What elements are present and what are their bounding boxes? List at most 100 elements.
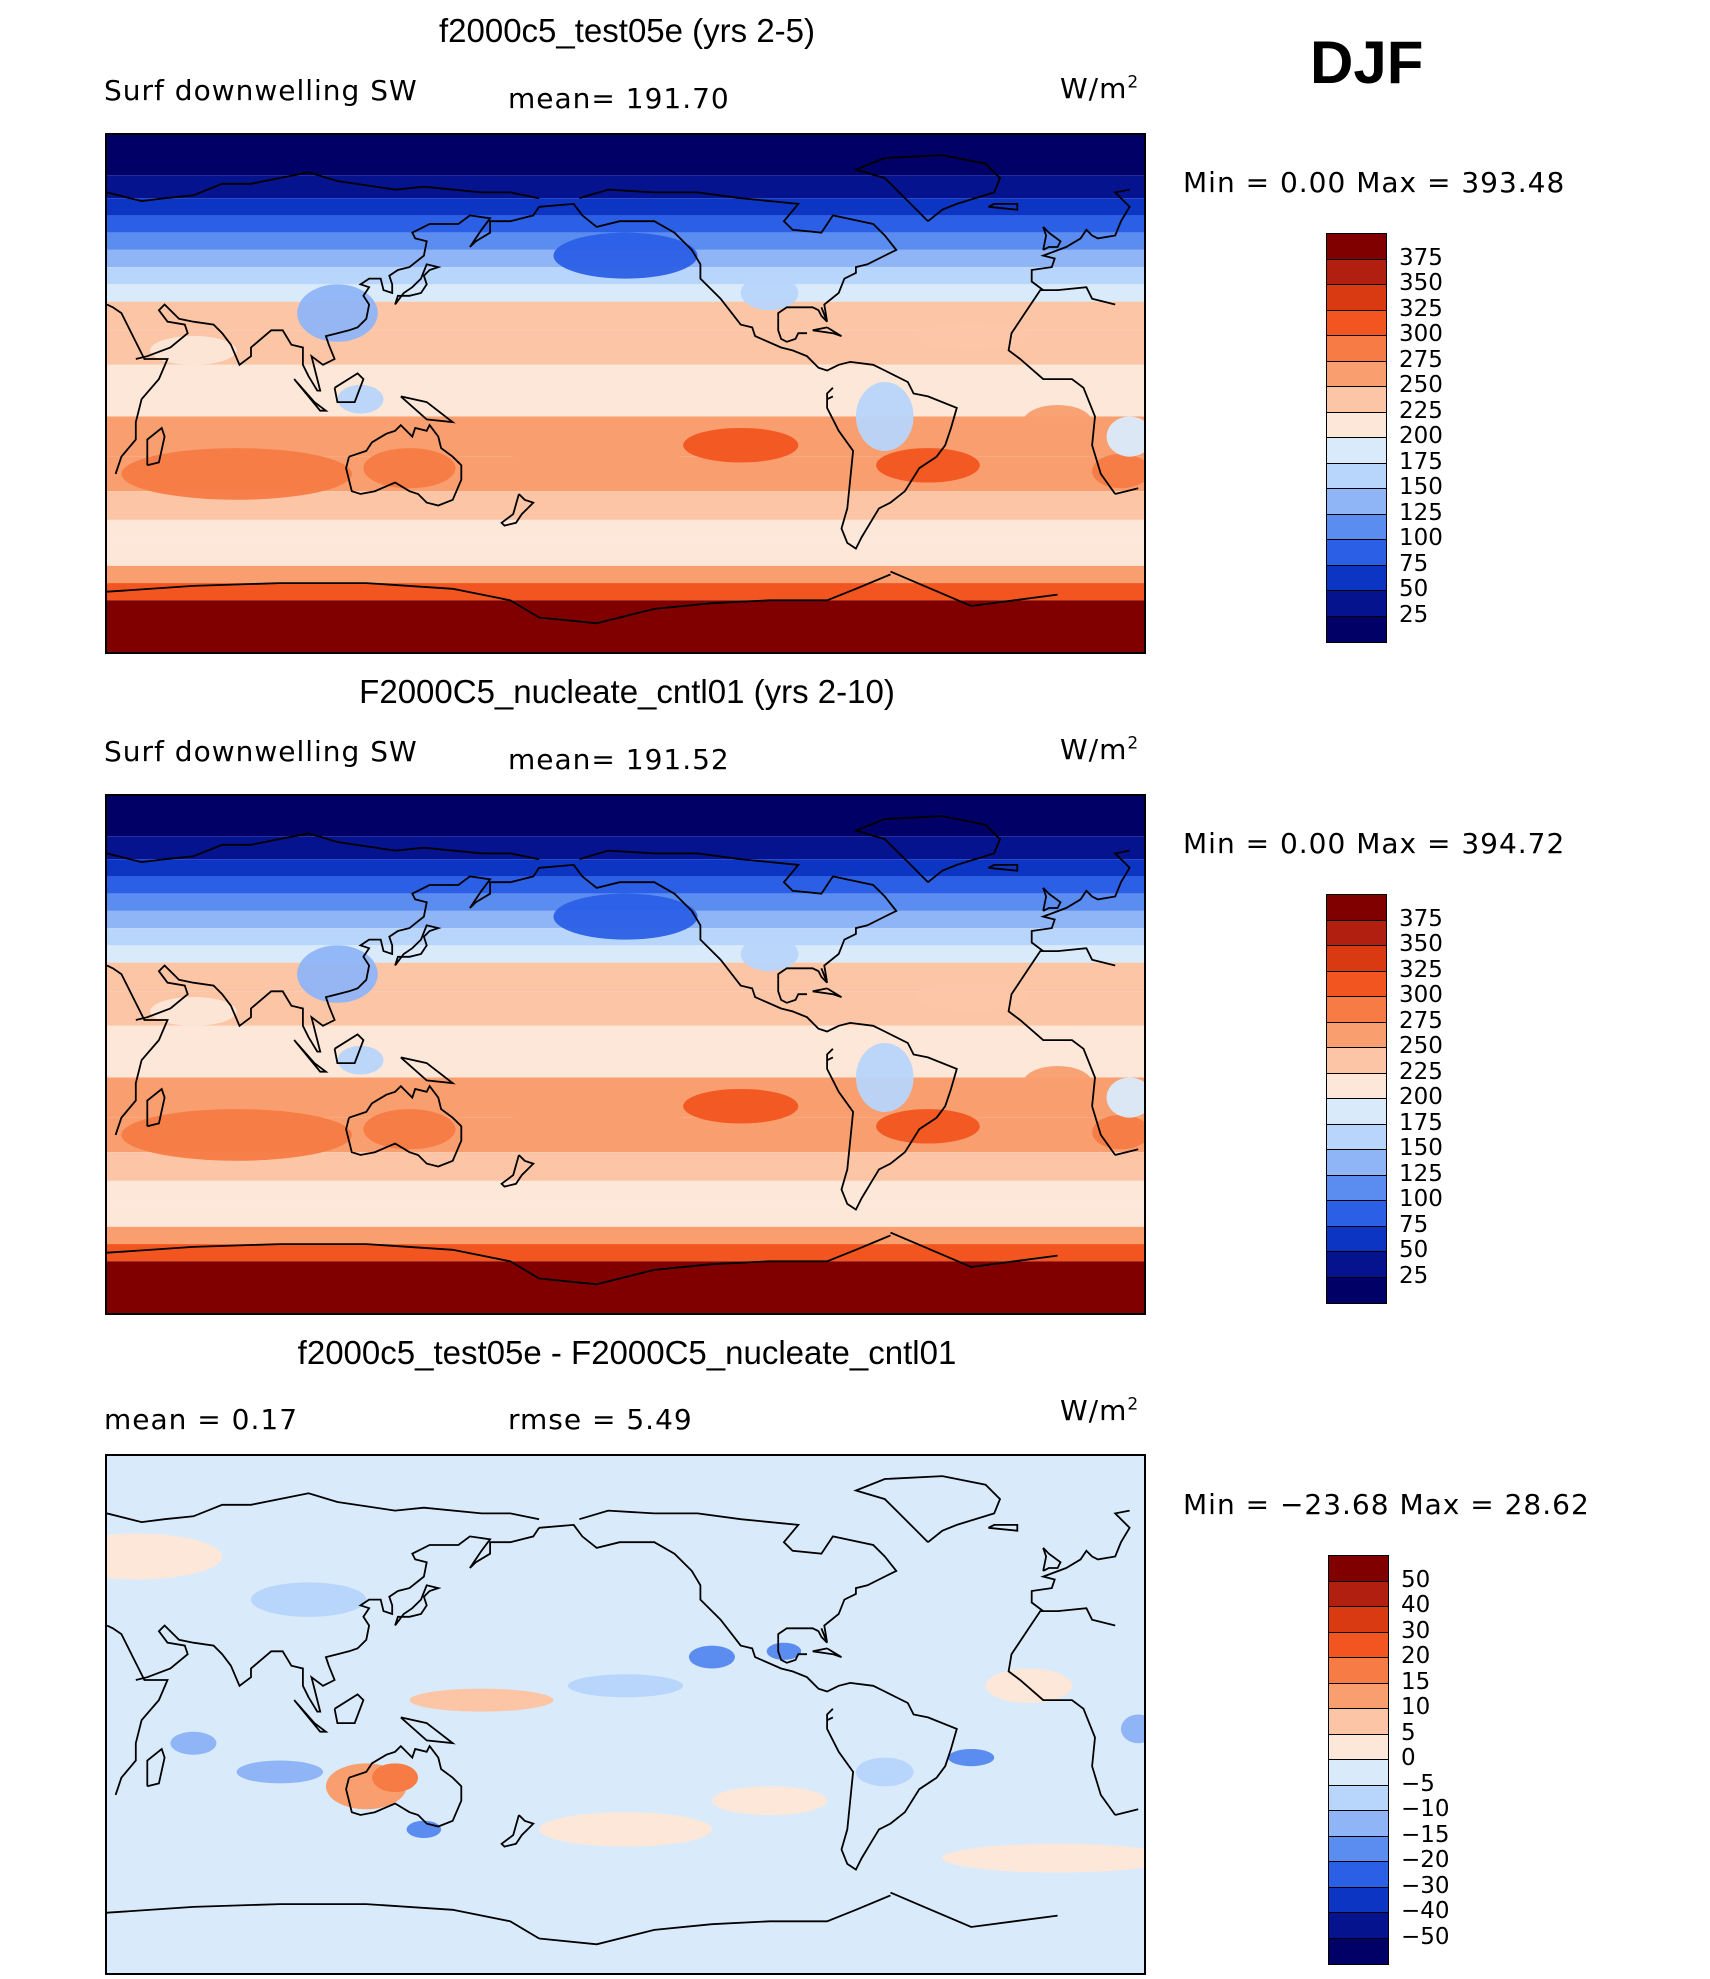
coastline [812,987,842,998]
panel-2-map [105,794,1146,1315]
coastline [400,395,456,424]
colorbar-swatch [1327,285,1386,311]
field-band [107,859,1144,877]
field-blob [688,1645,735,1669]
colorbar-tick-label: 200 [1399,1084,1443,1110]
colorbar-tick-label: 5 [1401,1719,1416,1746]
colorbar-swatch [1327,1277,1386,1303]
colorbar-swatch [1329,1913,1388,1939]
field-blob [711,1786,828,1816]
colorbar-swatch [1327,1201,1386,1227]
field-blob [683,1088,799,1124]
colorbar-swatch [1329,1785,1388,1811]
panel-1-title: f2000c5_test05e (yrs 2-5) [438,12,816,49]
colorbar-tick-label: 175 [1399,1109,1443,1136]
colorbar-swatch [1329,1760,1388,1786]
colorbar-swatch [1327,540,1386,566]
coastline [394,263,442,306]
colorbar-tick-label: 150 [1399,474,1443,500]
field-band [107,1025,1144,1078]
field-band [107,583,1144,601]
coastline [500,1154,535,1188]
field-blob [1106,416,1144,457]
coastline [107,1891,1058,1940]
field-blob [855,1757,914,1787]
field-band [107,215,1144,233]
colorbar-tick-label: 300 [1399,321,1443,347]
coastline [987,864,1019,872]
coastline [812,326,842,337]
colorbar-swatch [1329,1683,1388,1709]
colorbar-swatch [1327,1073,1386,1099]
coastline [777,1627,828,1644]
field-band [107,1244,1144,1262]
coastline [293,378,329,412]
field-blob [251,1582,367,1617]
coastline [539,573,891,625]
field-blob [1120,1714,1144,1744]
colorbar-tick-label: −40 [1401,1898,1450,1924]
coastline [107,171,1131,291]
coastline [107,286,1139,495]
field-band [107,135,1144,176]
field-blob [740,936,799,972]
coastline [345,1084,463,1168]
coastline [107,1607,1139,1816]
field-blob [1023,1065,1093,1101]
colorbar-swatch [1329,1811,1388,1837]
colorbar-swatch [1329,1938,1388,1964]
panel-3-rmse-label: rmse = 5.49 [508,1403,693,1436]
colorbar-tick-label: 175 [1399,448,1443,475]
colorbar-tick-label: 275 [1399,1007,1443,1034]
colorbar-tick-label: 375 [1399,244,1443,271]
coastline [853,815,1002,883]
coastline [107,832,1131,952]
colorbar-tick-label: 150 [1399,1135,1443,1161]
colorbar-tick-label: 10 [1401,1694,1431,1720]
coastline [345,1744,463,1828]
field-blob [766,1642,802,1660]
colorbar-tick-label: 25 [1399,1262,1429,1289]
panel-1-mean-label: mean= 191.70 [508,82,730,115]
field-blob [150,336,237,365]
field-blob [121,1109,352,1161]
coastline [146,1087,166,1128]
colorbar-tick-label: 325 [1399,295,1443,322]
field-band [107,836,1144,860]
colorbar-swatch [1327,234,1386,260]
colorbar-swatch [1327,438,1386,464]
colorbar-tick-label: 275 [1399,346,1443,373]
field-blob [510,1088,684,1135]
field-band [107,1180,1144,1204]
coastline [146,1747,166,1788]
colorbar-tick-label: −15 [1401,1821,1450,1848]
colorbar-tick-label: 350 [1399,270,1443,296]
colorbar-swatch [1329,1658,1388,1684]
coastline [107,1492,1131,1612]
colorbar-tick-label: 125 [1399,499,1443,526]
coastline [293,1699,329,1733]
field-band [107,1261,1144,1313]
panel-2-variable-label: Surf downwelling SW [104,735,418,768]
field-blob [553,893,698,940]
colorbar-swatch [1327,1048,1386,1074]
field-band [107,542,1144,566]
coastline [987,203,1019,211]
field-blob [876,1109,980,1144]
colorbar-swatch [1327,920,1386,946]
coastline [107,1231,1058,1280]
coastline [539,1523,958,1871]
field-band [107,364,1144,417]
colorbar-tick-label: 300 [1399,982,1443,1008]
colorbar-tick-label: 350 [1399,931,1443,957]
coastline [539,1234,891,1286]
coastline [777,967,828,984]
coastline [345,423,463,507]
colorbar-tick-label: 30 [1401,1617,1431,1644]
panel-2-title: F2000C5_nucleate_cntl01 (yrs 2-10) [359,673,895,710]
coastline [987,1524,1019,1532]
coastline [777,306,828,323]
coastline [400,1716,456,1745]
colorbar-tick-label: 40 [1401,1592,1431,1618]
colorbar-swatch [1327,1022,1386,1048]
